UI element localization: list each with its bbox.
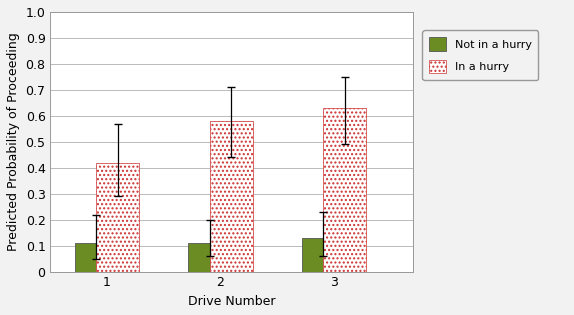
Bar [188, 243, 231, 272]
Bar [210, 121, 253, 272]
Bar [96, 163, 139, 272]
Legend: Not in a hurry, In a hurry: Not in a hurry, In a hurry [422, 31, 538, 80]
X-axis label: Drive Number: Drive Number [188, 295, 276, 308]
Bar [323, 108, 366, 272]
Bar [301, 238, 344, 272]
Bar [75, 243, 118, 272]
Y-axis label: Predicted Probability of Proceeding: Predicted Probability of Proceeding [7, 32, 20, 251]
